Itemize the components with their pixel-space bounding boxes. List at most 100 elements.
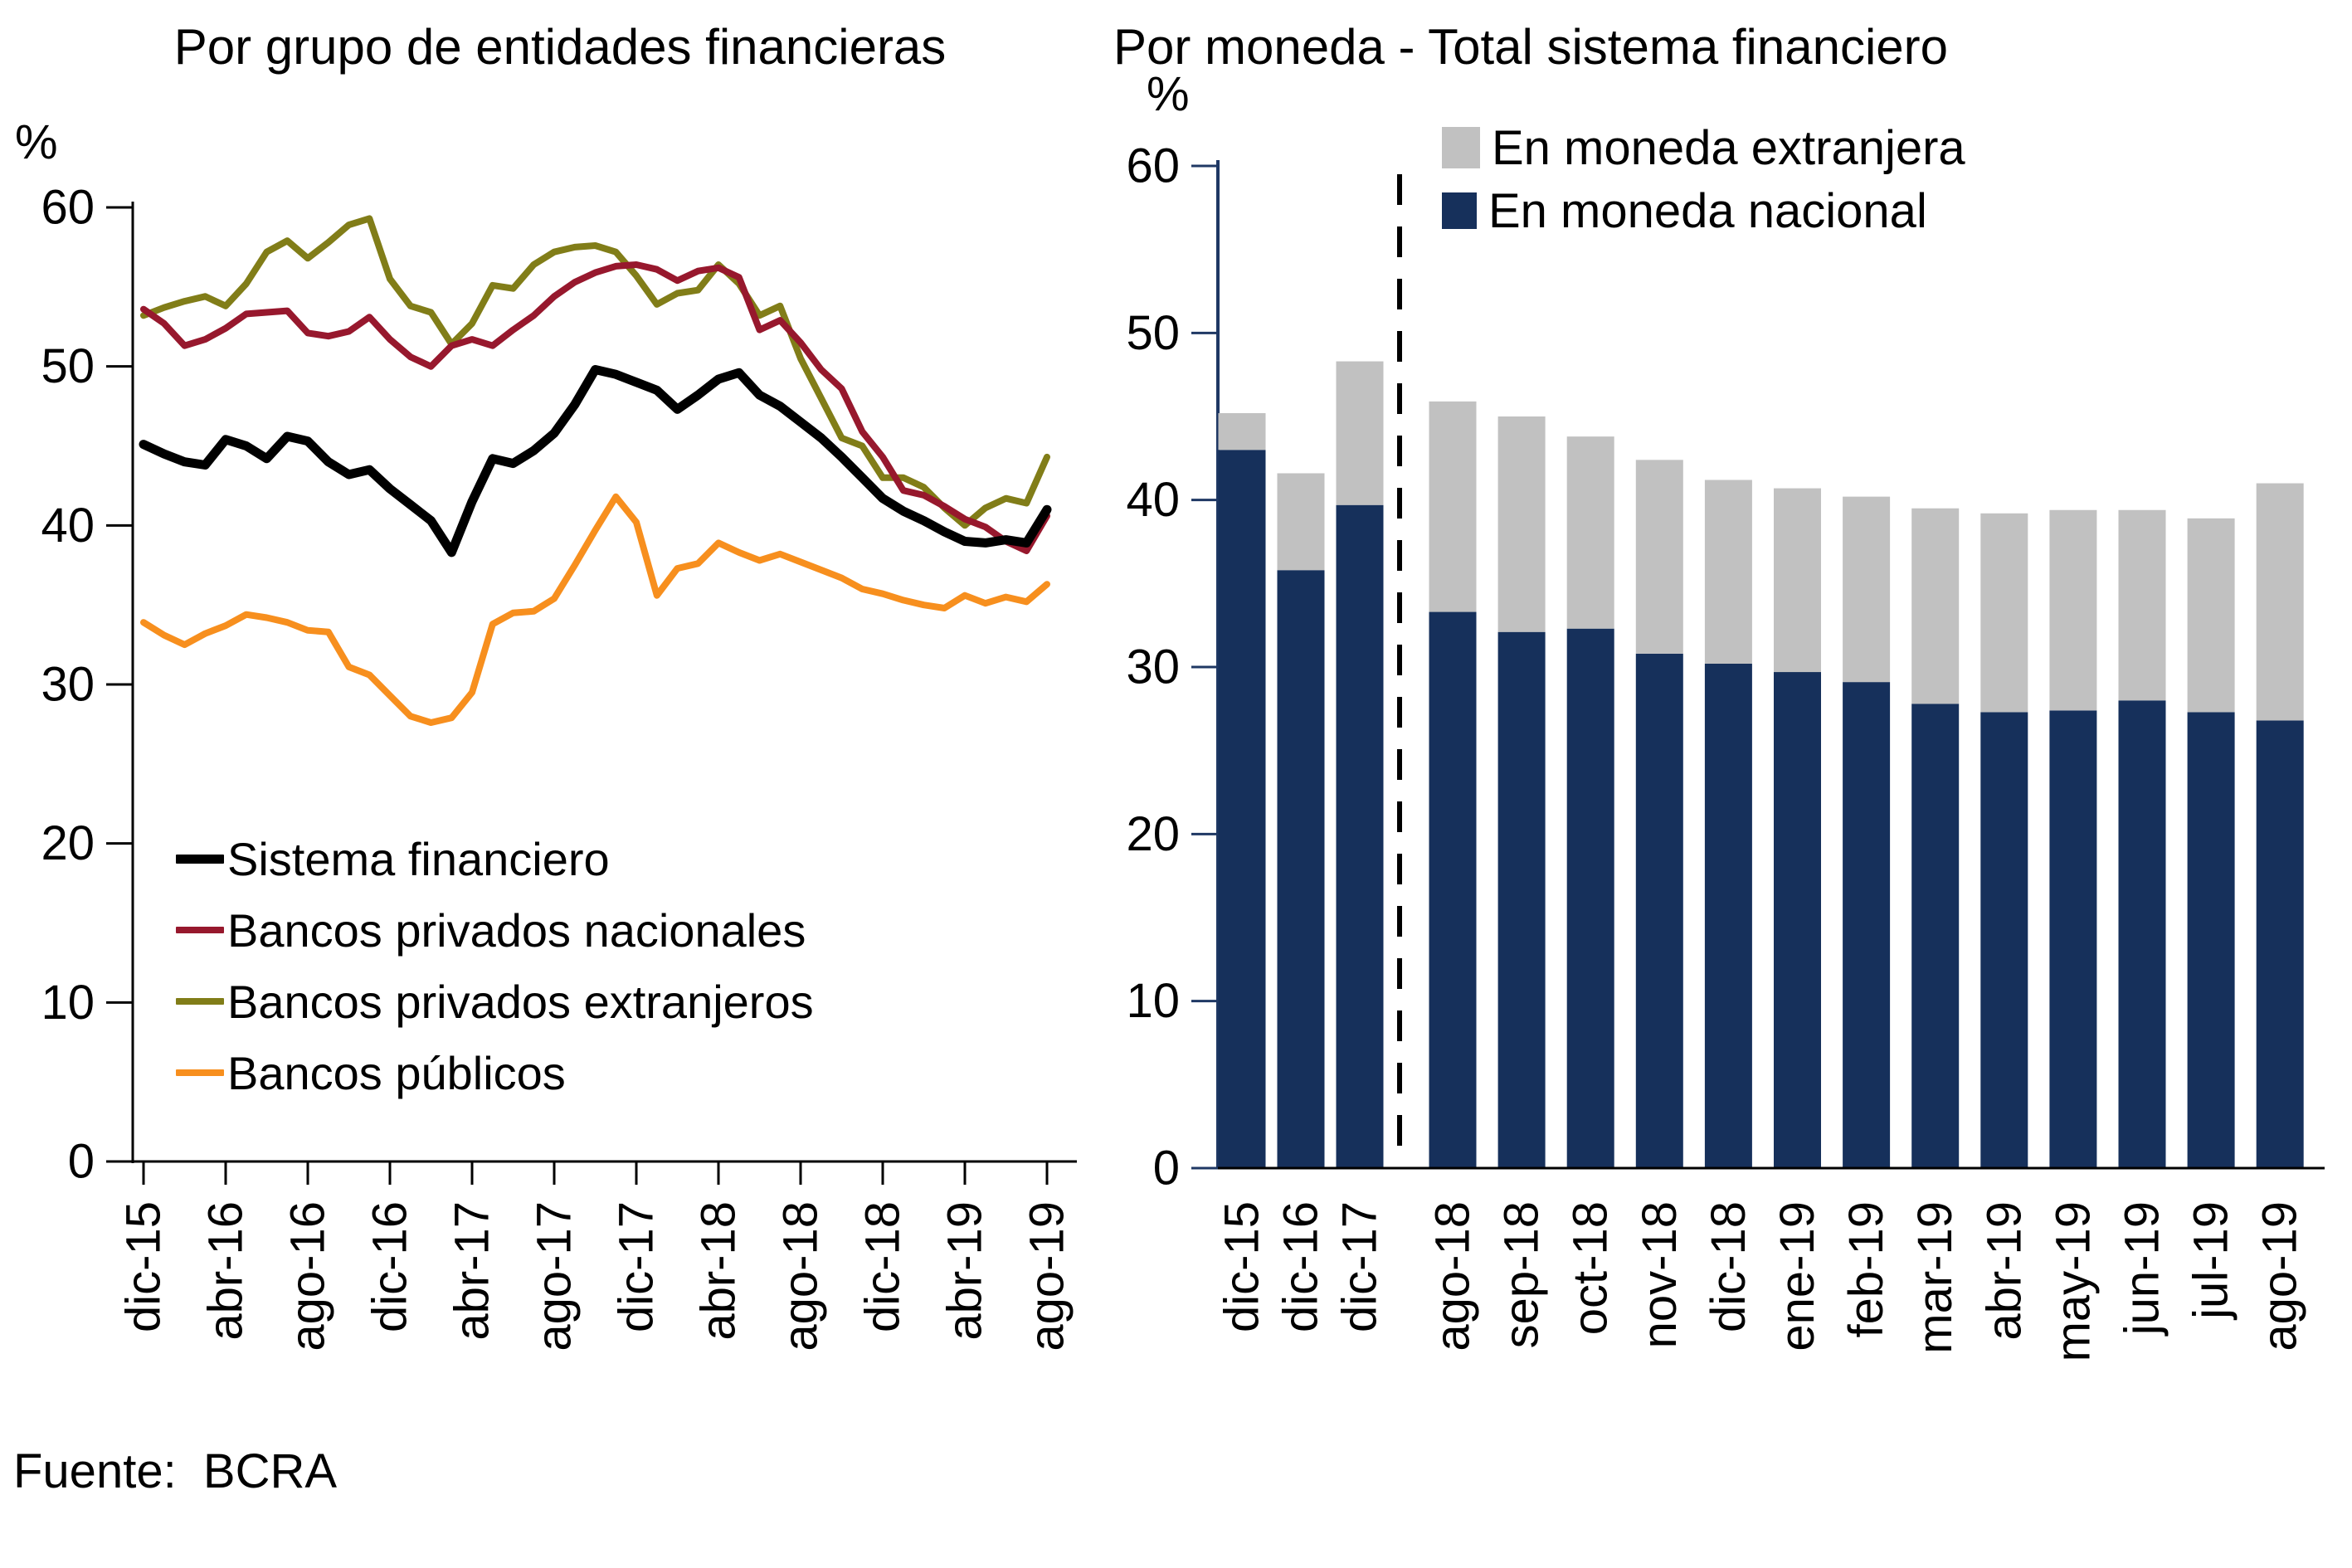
right-chart-title: Por moneda - Total sistema financiero [1113, 19, 1949, 75]
bar-nacional-may-19 [2049, 710, 2097, 1168]
legend-label: Bancos públicos [227, 1046, 566, 1099]
bar-extranjera-ago-19 [2256, 483, 2304, 721]
bar-extranjera-mar-19 [1911, 508, 1960, 704]
bar-extranjera-dic-16 [1277, 473, 1325, 571]
bar-nacional-jul-19 [2187, 712, 2235, 1168]
legend-label: En moneda extranjera [1492, 120, 1965, 175]
left-chart-title: Por grupo de entidades financieras [173, 19, 947, 75]
legend-label: Bancos privados nacionales [227, 903, 806, 957]
legend-label: Sistema financiero [227, 832, 610, 885]
legend-item-moneda-extranjera: En moneda extranjera [1442, 116, 1965, 179]
bar-nacional-ago-19 [2256, 720, 2304, 1168]
left-y-tick-label: 0 [68, 1135, 95, 1189]
bar-extranjera-dic-15 [1218, 412, 1266, 450]
bar-extranjera-oct-18 [1566, 436, 1614, 629]
bar-nacional-dic-17 [1336, 504, 1384, 1168]
bar-extranjera-feb-19 [1843, 496, 1891, 683]
bar-nacional-ago-18 [1429, 611, 1477, 1168]
right-y-tick-label: 40 [1126, 473, 1180, 527]
bar-extranjera-dic-18 [1704, 480, 1752, 664]
bar-nacional-ene-19 [1774, 672, 1821, 1168]
legend-label: Bancos privados extranjeros [227, 975, 814, 1028]
left-y-tick-label: 40 [41, 499, 95, 553]
left-y-tick-label: 20 [41, 816, 95, 870]
right-x-tick-label: dic-17 [1333, 1201, 1387, 1332]
bar-extranjera-ago-18 [1429, 401, 1477, 612]
right-y-tick-label: 0 [1153, 1142, 1180, 1195]
legend-item-bancos-privados-extranjeros: Bancos privados extranjeros [176, 966, 814, 1037]
bar-nacional-oct-18 [1566, 628, 1614, 1168]
legend-item-bancos-privados-nacionales: Bancos privados nacionales [176, 894, 814, 966]
legend-item-moneda-nacional: En moneda nacional [1442, 179, 1965, 242]
line-Bancos privados nacionales [140, 261, 1050, 554]
right-x-tick-label: dic-18 [1702, 1201, 1755, 1332]
bar-extranjera-nov-18 [1635, 460, 1683, 654]
right-x-tick-label: jun-19 [2116, 1201, 2169, 1337]
bar-nacional-mar-19 [1911, 704, 1960, 1168]
legend-item-sistema-financiero: Sistema financiero [176, 823, 814, 894]
source-note: Fuente: BCRA [13, 1444, 338, 1498]
left-x-tick-label: ago-19 [1020, 1201, 1074, 1351]
bar-extranjera-ene-19 [1774, 488, 1821, 673]
left-x-tick-label: dic-18 [856, 1201, 910, 1332]
right-x-tick-label: oct-18 [1564, 1201, 1618, 1335]
line-swatch-orange [176, 1069, 224, 1076]
line-Bancos públicos [140, 493, 1050, 726]
left-x-tick-label: ago-16 [281, 1201, 335, 1351]
line-Sistema financiero [139, 365, 1052, 558]
right-x-tick-label: nov-18 [1633, 1201, 1687, 1348]
square-swatch-gray [1442, 127, 1480, 168]
bar-nacional-dic-18 [1704, 663, 1752, 1168]
right-x-tick-label: ago-18 [1426, 1201, 1480, 1351]
right-x-tick-label: mar-19 [1908, 1201, 1962, 1354]
left-x-tick-label: dic-17 [610, 1201, 664, 1332]
right-y-tick-label: 60 [1126, 139, 1180, 193]
bar-nacional-jun-19 [2118, 700, 2166, 1168]
bar-nacional-sep-18 [1497, 631, 1546, 1168]
left-x-tick-label: ago-18 [774, 1201, 828, 1351]
right-chart-legend: En moneda extranjera En moneda nacional [1442, 116, 1965, 242]
left-x-tick-label: abr-18 [692, 1201, 746, 1341]
bar-nacional-dic-16 [1277, 570, 1325, 1168]
right-y-tick-label: 50 [1126, 306, 1180, 360]
legend-item-bancos-publicos: Bancos públicos [176, 1037, 814, 1108]
bar-extranjera-sep-18 [1497, 416, 1546, 632]
bar-extranjera-abr-19 [1980, 513, 2028, 713]
left-x-tick-label: abr-16 [199, 1201, 253, 1341]
bar-extranjera-jul-19 [2187, 518, 2235, 713]
right-y-tick-label: 30 [1126, 640, 1180, 694]
bar-nacional-abr-19 [1980, 712, 2028, 1168]
bar-extranjera-dic-17 [1336, 361, 1384, 505]
right-x-tick-label: dic-15 [1215, 1201, 1269, 1332]
right-x-tick-label: dic-16 [1274, 1201, 1328, 1332]
left-y-axis-unit: % [15, 115, 58, 169]
line-swatch-olive [176, 998, 224, 1005]
square-swatch-navy [1442, 192, 1477, 229]
left-x-tick-label: abr-17 [446, 1201, 499, 1341]
bar-nacional-feb-19 [1843, 682, 1891, 1168]
bar-nacional-dic-15 [1218, 450, 1266, 1168]
legend-label: En moneda nacional [1488, 183, 1927, 238]
left-y-tick-label: 50 [41, 339, 95, 393]
left-y-tick-label: 10 [41, 976, 95, 1030]
right-x-tick-label: may-19 [2046, 1201, 2100, 1361]
right-x-tick-label: jul-19 [2184, 1201, 2238, 1321]
right-y-tick-label: 20 [1126, 807, 1180, 861]
left-x-tick-label: ago-17 [528, 1201, 582, 1351]
line-swatch-black [176, 854, 224, 864]
bar-extranjera-jun-19 [2118, 509, 2166, 701]
left-x-tick-label: dic-15 [117, 1201, 171, 1332]
right-y-axis-unit: % [1147, 67, 1190, 121]
left-chart-legend: Sistema financiero Bancos privados nacio… [176, 823, 814, 1108]
right-x-tick-label: feb-19 [1839, 1201, 1893, 1337]
bar-extranjera-may-19 [2049, 509, 2097, 711]
right-x-tick-label: abr-19 [1977, 1201, 2031, 1341]
right-x-tick-label: ene-19 [1770, 1201, 1824, 1351]
right-x-tick-label: ago-19 [2253, 1201, 2307, 1351]
right-y-tick-label: 10 [1126, 974, 1180, 1028]
left-x-tick-label: dic-16 [363, 1201, 417, 1332]
line-swatch-darkred [176, 927, 224, 933]
bar-nacional-nov-18 [1635, 653, 1683, 1168]
